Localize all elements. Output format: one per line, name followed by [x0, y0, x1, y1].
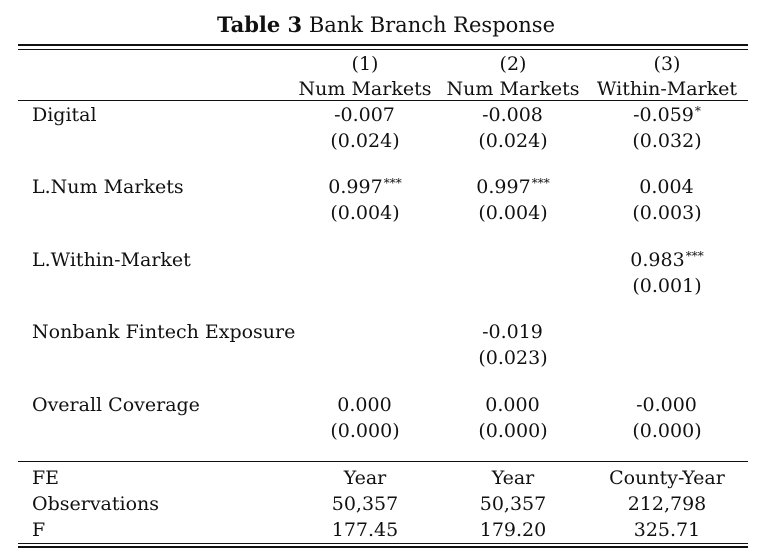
column-number-1: (1) [351, 53, 379, 75]
standard-error-cell: (0.000) [478, 420, 548, 442]
footer-value: 179.20 [479, 519, 547, 541]
row-label: Digital [32, 104, 97, 126]
coefficient-cell: -0.019 [438, 320, 588, 344]
significance-stars: * [694, 104, 701, 118]
standard-error-cell: (0.004) [478, 202, 548, 224]
footer-label: F [32, 519, 46, 541]
coefficient-cell: 0.997*** [438, 175, 588, 199]
coefficient-value: -0.000 [636, 394, 697, 416]
standard-error-cell: (0.032) [632, 130, 702, 152]
column-name-3: Within-Market [596, 78, 738, 100]
row-label: Overall Coverage [32, 394, 200, 416]
header-rule [18, 100, 748, 101]
column-number-3: (3) [653, 53, 681, 75]
coefficient-value: -0.007 [334, 104, 395, 126]
coefficient-cell: -0.000 [590, 393, 744, 417]
table-caption-label: Table 3 [216, 12, 303, 37]
coefficient-cell [438, 248, 588, 272]
bottom-rule-thin [18, 543, 748, 544]
coefficient-value: 0.983 [630, 249, 685, 271]
significance-stars: *** [685, 249, 704, 263]
coefficient-value: -0.059 [633, 104, 694, 126]
significance-stars: *** [531, 176, 550, 190]
footer-value: Year [491, 467, 535, 489]
coefficient-cell: -0.008 [438, 103, 588, 127]
top-rule-thick [18, 44, 748, 46]
coefficient-value: 0.004 [639, 176, 694, 198]
coefficient-value: 0.000 [337, 394, 392, 416]
coefficient-cell [590, 320, 744, 344]
bottom-rule-thick [18, 546, 748, 548]
footer-value: 50,357 [479, 493, 547, 515]
standard-error-cell: (0.003) [632, 202, 702, 224]
column-number-2: (2) [499, 53, 527, 75]
coefficient-value: 0.997 [328, 176, 383, 198]
coefficient-cell: 0.997*** [290, 175, 440, 199]
standard-error-cell: (0.000) [330, 420, 400, 442]
footer-label: Observations [32, 493, 160, 515]
footer-value: 177.45 [331, 519, 399, 541]
coefficient-value: -0.019 [482, 321, 543, 343]
row-label: Nonbank Fintech Exposure [32, 321, 296, 343]
table-caption-title: Bank Branch Response [308, 13, 556, 37]
standard-error-cell: (0.000) [632, 420, 702, 442]
row-label: L.Num Markets [32, 176, 184, 198]
standard-error-cell: (0.024) [330, 130, 400, 152]
coefficient-cell: 0.000 [290, 393, 440, 417]
standard-error-cell: (0.023) [478, 347, 548, 369]
footer-value: 50,357 [331, 493, 399, 515]
coefficient-cell: -0.059* [590, 103, 744, 127]
coefficient-cell: 0.000 [438, 393, 588, 417]
column-name-2: Num Markets [446, 78, 580, 100]
coefficient-cell: 0.004 [590, 175, 744, 199]
coefficient-cell [290, 320, 440, 344]
footer-label: FE [32, 467, 60, 489]
footer-value: 212,798 [627, 493, 707, 515]
row-label: L.Within-Market [32, 249, 191, 271]
footer-value: Year [343, 467, 387, 489]
coefficient-cell [290, 248, 440, 272]
footer-value: 325.71 [633, 519, 701, 541]
coefficient-value: 0.997 [476, 176, 531, 198]
significance-stars: *** [383, 176, 402, 190]
standard-error-cell: (0.024) [478, 130, 548, 152]
coefficient-value: -0.008 [482, 104, 543, 126]
coefficient-cell: -0.007 [290, 103, 440, 127]
top-rule-thin [18, 49, 748, 50]
footer-value: County-Year [609, 467, 725, 489]
standard-error-cell: (0.001) [632, 275, 702, 297]
table-caption: Table 3 Bank Branch Response [0, 12, 772, 37]
column-name-1: Num Markets [298, 78, 432, 100]
coefficient-value: 0.000 [485, 394, 540, 416]
standard-error-cell: (0.004) [330, 202, 400, 224]
coefficient-cell: 0.983*** [590, 248, 744, 272]
footer-rule [18, 461, 748, 462]
